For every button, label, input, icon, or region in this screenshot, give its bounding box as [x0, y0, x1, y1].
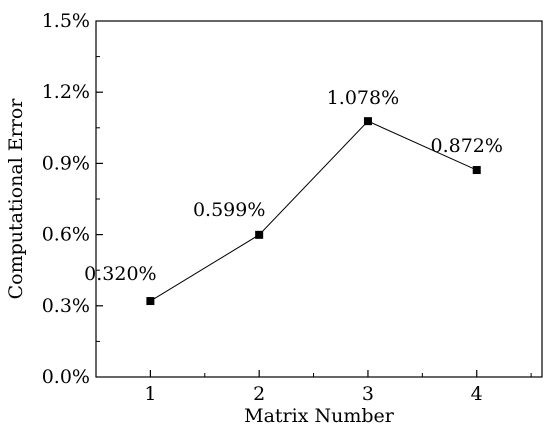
x-tick-label: 3	[362, 383, 374, 405]
y-tick-label: 1.2%	[42, 81, 90, 103]
data-point-marker	[363, 117, 372, 126]
plot-frame	[95, 20, 543, 378]
data-point-marker	[146, 297, 155, 306]
y-axis-title: Computational Error	[5, 98, 27, 300]
data-label: 0.599%	[193, 199, 265, 221]
series-group: 0.320% 0.599% 1.078% 0.872%	[84, 87, 503, 306]
x-axis-title: Matrix Number	[244, 405, 395, 427]
x-axis: 1 2 3 4	[95, 370, 532, 405]
data-label: 0.872%	[431, 135, 503, 157]
series-line	[150, 120, 477, 302]
y-tick-label: 0.6%	[42, 224, 90, 246]
y-tick-label: 0.0%	[42, 366, 90, 388]
data-label: 1.078%	[327, 87, 399, 109]
x-tick-label: 1	[144, 383, 156, 405]
y-axis: 0.0% 0.3% 0.6% 0.9% 1.2% 1.5%	[42, 10, 103, 388]
data-point-marker	[472, 166, 481, 175]
data-label: 0.320%	[84, 263, 156, 285]
x-tick-label: 2	[253, 383, 265, 405]
y-tick-label: 0.9%	[42, 152, 90, 174]
y-tick-label: 0.3%	[42, 295, 90, 317]
x-tick-label: 4	[471, 383, 483, 405]
y-tick-label: 1.5%	[42, 10, 90, 32]
data-point-marker	[255, 230, 264, 239]
